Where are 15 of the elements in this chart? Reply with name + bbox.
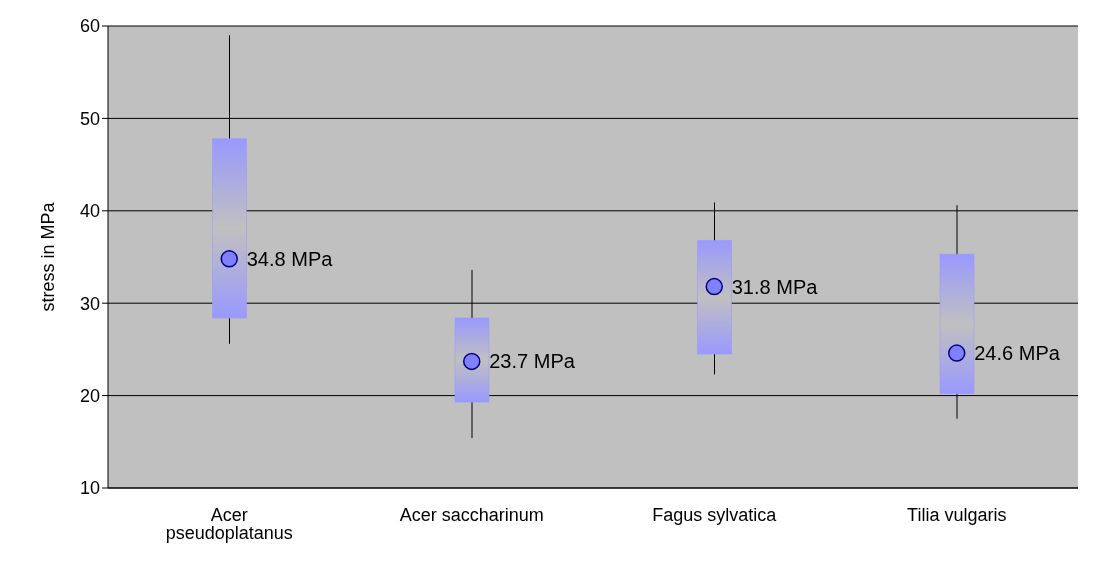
x-tick-label: Tilia vulgaris: [907, 504, 1007, 525]
annotation: 34.8 MPa: [246, 247, 334, 270]
y-tick-label: 50: [79, 108, 100, 129]
y-axis-title: stress in MPa: [38, 201, 59, 312]
y-tick-label: 10: [79, 478, 100, 499]
x-tick-label: Acer pseudoplatanus: [165, 504, 293, 543]
x-tick-label: Acer saccharinum: [399, 504, 544, 525]
y-tick-label: 60: [79, 16, 100, 37]
annotation: 24.6 MPa: [974, 342, 1061, 365]
annotation: 31.8 MPa: [731, 275, 819, 298]
x-tick-label: Fagus sylvatica: [652, 504, 778, 525]
y-tick-label: 40: [79, 201, 100, 222]
annotation: 23.7 MPa: [489, 350, 576, 373]
y-tick-label: 30: [79, 293, 100, 314]
y-tick-label: 20: [79, 385, 100, 406]
